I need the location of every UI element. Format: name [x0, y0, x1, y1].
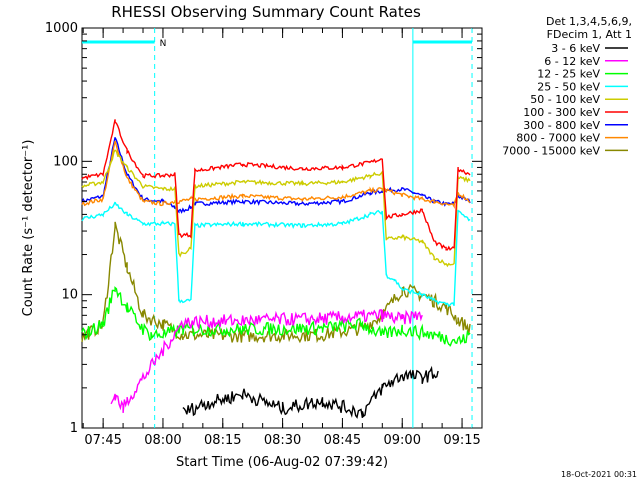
y-tick-label-3: 1000: [45, 21, 78, 36]
legend-label-7: 800 - 7000 keV: [516, 132, 600, 145]
series-2: [81, 286, 471, 347]
night-periods: N: [82, 28, 473, 428]
footer-date: 18-Oct-2021 00:31: [561, 470, 637, 479]
legend-header-1: FDecim 1, Att 1: [547, 28, 632, 41]
x-tick-label-2: 08:15: [204, 433, 241, 448]
series-line-1: [110, 308, 423, 413]
series-line-3: [81, 201, 471, 308]
legend-label-0: 3 - 6 keV: [551, 42, 600, 55]
y-tick-label-2: 100: [53, 154, 78, 169]
series-4: [81, 149, 471, 268]
legend: Det 1,3,4,5,6,9,FDecim 1, Att 13 - 6 keV…: [502, 15, 632, 157]
legend-header-0: Det 1,3,4,5,6,9,: [546, 15, 632, 28]
series-1: [110, 308, 423, 413]
legend-label-6: 300 - 800 keV: [523, 119, 600, 132]
legend-label-1: 6 - 12 keV: [544, 55, 600, 68]
plot-frame: [81, 27, 483, 429]
x-axis-label: Start Time (06-Aug-02 07:39:42): [176, 455, 388, 470]
series-layer: [81, 119, 471, 419]
series-8: [81, 221, 471, 344]
legend-label-5: 100 - 300 keV: [523, 106, 600, 119]
legend-label-4: 50 - 100 keV: [530, 93, 600, 106]
series-line-4: [81, 149, 471, 268]
night-label: N: [160, 39, 167, 49]
series-5: [81, 119, 471, 251]
axes-layer: 1 10 100 1000 07:45 08:00 08:15 08:30 08:45 09:00…: [45, 21, 483, 448]
series-line-0: [182, 365, 439, 419]
series-line-8: [81, 221, 471, 344]
legend-label-2: 12 - 25 keV: [537, 68, 600, 81]
series-3: [81, 201, 471, 308]
y-axis-label: Count Rate (s⁻¹ detector⁻¹): [21, 140, 36, 317]
y-tick-label-0: 1: [70, 421, 78, 436]
x-tick-label-3: 08:30: [264, 433, 301, 448]
x-tick-label-6: 09:15: [443, 433, 480, 448]
series-line-5: [81, 119, 471, 251]
x-tick-label-1: 08:00: [144, 433, 181, 448]
series-6: [81, 137, 471, 214]
chart-title: RHESSI Observing Summary Count Rates: [111, 3, 421, 21]
series-0: [182, 365, 439, 419]
legend-label-8: 7000 - 15000 keV: [502, 144, 600, 157]
series-line-7: [81, 140, 471, 210]
series-7: [81, 140, 471, 210]
series-line-2: [81, 286, 471, 347]
x-tick-label-5: 09:00: [384, 433, 421, 448]
y-tick-label-1: 10: [61, 288, 78, 303]
series-line-6: [81, 137, 471, 214]
x-tick-label-4: 08:45: [324, 433, 361, 448]
x-tick-label-0: 07:45: [84, 433, 121, 448]
plot-area: [81, 27, 483, 429]
legend-label-3: 25 - 50 keV: [537, 80, 600, 93]
